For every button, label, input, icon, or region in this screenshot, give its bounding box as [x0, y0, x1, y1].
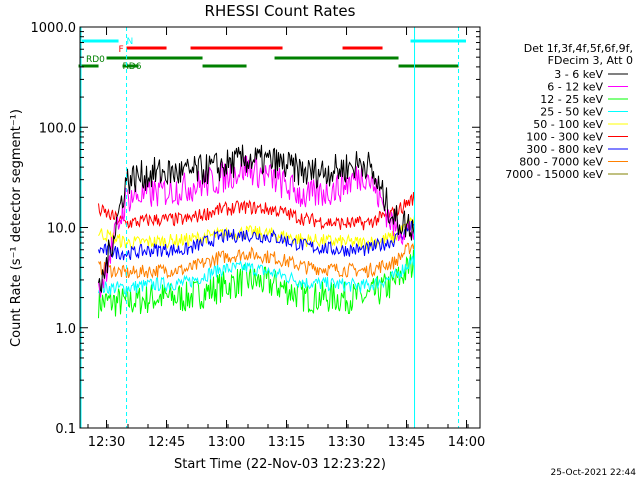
x-axis-ticks: 12:30 12:45 13:00 13:15 13:30 13:45 14:00 [87, 27, 485, 450]
legend: Det 1f,3f,4f,5f,6f,9f, FDecim 3, Att 0 3… [505, 42, 633, 181]
x-tick-label: 14:00 [448, 435, 485, 450]
y-axis-ticks: 0.1 1.0 10.0 100.0 1000.0 [31, 21, 480, 437]
flag-layer: NFRD0RD6 [78, 27, 466, 428]
legend-label: 12 - 25 keV [540, 93, 603, 106]
series-line-5 [98, 192, 415, 231]
x-tick-label: 12:30 [88, 435, 125, 450]
legend-label: 300 - 800 keV [526, 143, 603, 156]
x-tick-label: 13:30 [328, 435, 365, 450]
x-tick-label: 13:00 [208, 435, 245, 450]
y-tick-label: 0.1 [55, 422, 76, 437]
x-tick-label: 13:15 [268, 435, 305, 450]
y-tick-label: 1000.0 [31, 21, 77, 36]
legend-label: 50 - 100 keV [533, 118, 603, 131]
x-tick-label: 12:45 [148, 435, 185, 450]
y-axis-label: Count Rate (s⁻¹ detector segment⁻¹) [9, 109, 24, 347]
x-tick-label: 13:45 [388, 435, 425, 450]
legend-label: 3 - 6 keV [554, 68, 603, 81]
legend-label: 100 - 300 keV [526, 131, 603, 144]
legend-label: 25 - 50 keV [540, 106, 603, 119]
y-tick-label: 10.0 [47, 222, 76, 237]
y-tick-label: 1.0 [55, 322, 76, 337]
series-line-3 [98, 253, 415, 296]
rd0-flag-label: RD0 [86, 55, 105, 65]
series-line-7 [98, 241, 415, 279]
data-layer [98, 144, 415, 319]
legend-label: 800 - 7000 keV [519, 156, 603, 169]
legend-header-line1: Det 1f,3f,4f,5f,6f,9f, [524, 42, 633, 55]
y-tick-label: 100.0 [39, 121, 76, 136]
chart-title: RHESSI Count Rates [205, 2, 356, 20]
flare-flag-label: F [119, 45, 124, 55]
series-line-2 [98, 249, 415, 319]
legend-label: 6 - 12 keV [547, 81, 603, 94]
legend-label: 7000 - 15000 keV [505, 168, 603, 181]
footer-timestamp: 25-Oct-2021 22:44 [551, 468, 637, 478]
series-line-6 [98, 220, 415, 261]
x-axis-label: Start Time (22-Nov-03 12:23:22) [174, 457, 386, 472]
plot-frame [79, 26, 481, 429]
series-line-0 [98, 144, 415, 294]
legend-header-line2: FDecim 3, Att 0 [548, 54, 633, 67]
night-flag-label: N [127, 37, 134, 47]
